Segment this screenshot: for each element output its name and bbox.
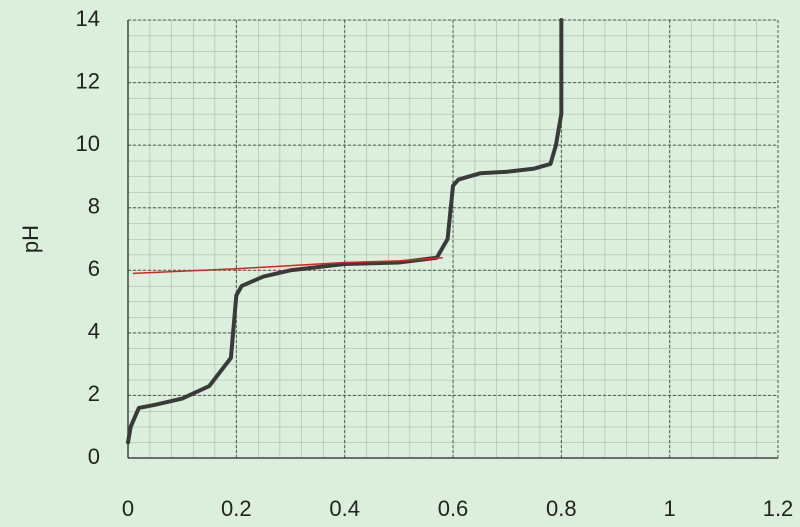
y-tick-label: 4 [88, 319, 100, 344]
data-line [132, 257, 443, 275]
data-line [126, 18, 564, 445]
x-tick-label: 0.4 [329, 496, 360, 521]
x-tick-label: 0.2 [221, 496, 252, 521]
y-tick-label: 10 [76, 131, 100, 156]
y-tick-label: 2 [88, 381, 100, 406]
y-tick-label: 14 [76, 6, 100, 31]
x-tick-label: 0.6 [438, 496, 469, 521]
x-tick-label: 0.8 [546, 496, 577, 521]
y-tick-label: 8 [88, 194, 100, 219]
x-tick-label: 0 [122, 496, 134, 521]
y-axis-label: pH [18, 225, 43, 253]
y-tick-label: 0 [88, 444, 100, 469]
x-tick-label: 1 [664, 496, 676, 521]
y-tick-label: 12 [76, 68, 100, 93]
x-tick-label: 1.2 [763, 496, 794, 521]
y-tick-label: 6 [88, 256, 100, 281]
